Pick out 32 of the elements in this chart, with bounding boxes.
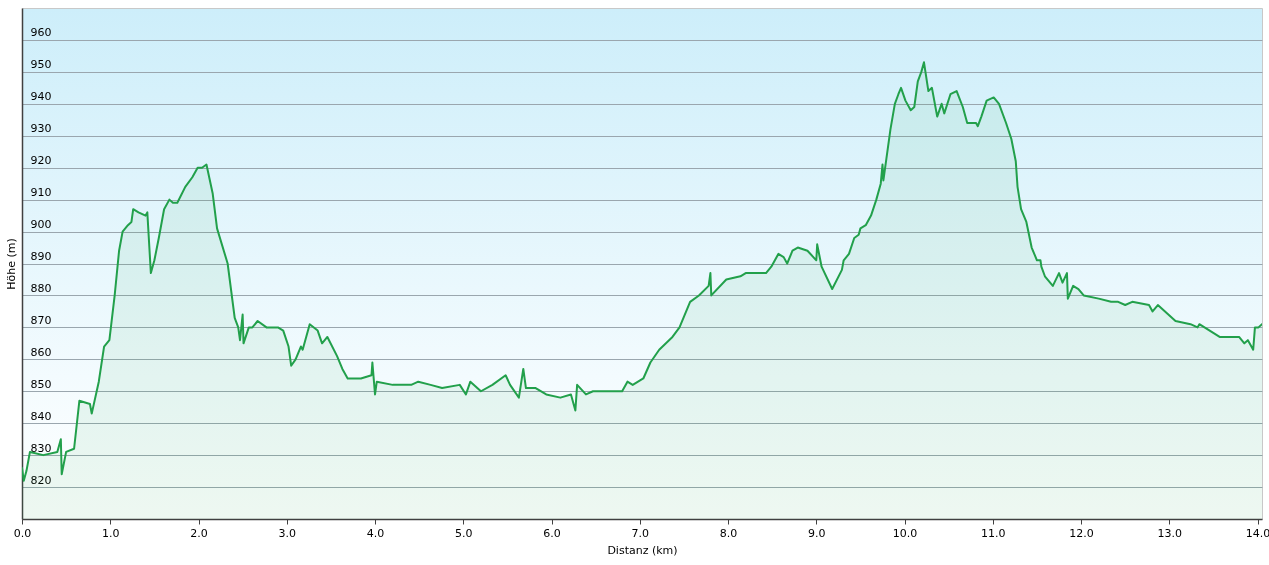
y-tick-label: 840	[30, 409, 52, 423]
y-tick-label: 860	[30, 345, 52, 359]
x-tick-label: 6.0	[543, 526, 561, 540]
x-tick-label: 7.0	[631, 526, 650, 540]
x-tick-label: 4.0	[366, 526, 385, 540]
y-tick-label: 830	[30, 441, 52, 455]
x-tick-label: 5.0	[455, 526, 473, 540]
x-tick-label: 8.0	[719, 526, 738, 540]
y-tick-label: 920	[30, 154, 52, 168]
x-tick-label: 3.0	[278, 526, 297, 540]
x-tick-label: 0.0	[13, 526, 32, 540]
y-axis-title: Höhe (m)	[4, 238, 18, 290]
x-tick-label: 12.0	[1069, 526, 1094, 540]
x-tick-label: 2.0	[190, 526, 208, 540]
y-tick-label: 910	[30, 186, 52, 200]
y-tick-label: 870	[30, 313, 52, 327]
x-tick-label: 13.0	[1157, 526, 1183, 540]
y-tick-label: 890	[30, 250, 52, 263]
x-tick-label: 10.0	[892, 526, 918, 540]
y-tick-label: 850	[30, 377, 52, 391]
y-tick-label: 960	[30, 26, 52, 40]
y-tick-label: 950	[30, 58, 52, 72]
x-tick-label: 11.0	[981, 526, 1006, 540]
x-axis-title: Distanz (km)	[607, 543, 678, 557]
y-tick-label: 930	[30, 122, 52, 136]
y-tick-label: 940	[30, 90, 52, 104]
x-tick-label: 1.0	[102, 526, 120, 540]
y-tick-label: 900	[30, 218, 52, 232]
x-tick-label: 9.0	[808, 526, 826, 540]
y-tick-label: 820	[30, 473, 52, 487]
y-tick-label: 880	[30, 281, 52, 295]
x-tick-label: 14.0	[1245, 526, 1269, 540]
